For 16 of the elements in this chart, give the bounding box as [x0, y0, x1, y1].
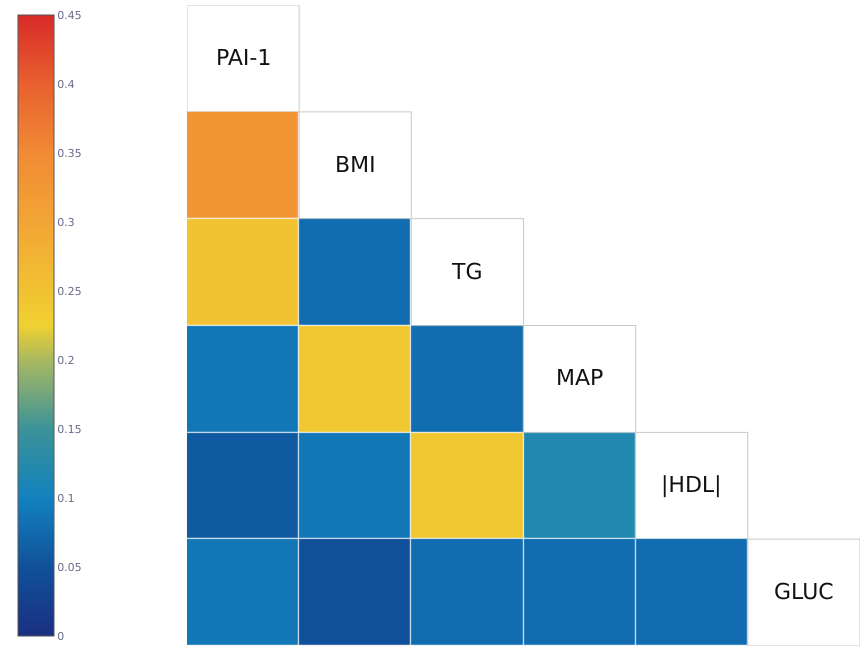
color-bar-label: 0.05	[57, 560, 82, 574]
color-bar-label: 0.25	[57, 284, 82, 298]
y-tick-label: GLUC	[774, 580, 834, 605]
color-bar-label: 0.2	[57, 354, 75, 367]
x-tick-label: |HDL|	[661, 473, 722, 498]
color-bar-label: 0	[57, 630, 64, 643]
color-bar-label: 0.35	[57, 146, 82, 160]
color-bar-label: 0.1	[57, 492, 75, 505]
color-bar-label: 0.3	[57, 216, 75, 229]
color-bar-label: 0.45	[57, 8, 82, 22]
x-tick-label: PAI-1	[216, 46, 272, 71]
x-tick-label: MAP	[556, 366, 604, 391]
color-bar-label: 0.4	[57, 78, 75, 91]
color-bar-label: 0.15	[57, 422, 82, 436]
x-tick-label: TG	[451, 260, 482, 285]
x-tick-label: BMI	[335, 153, 376, 178]
